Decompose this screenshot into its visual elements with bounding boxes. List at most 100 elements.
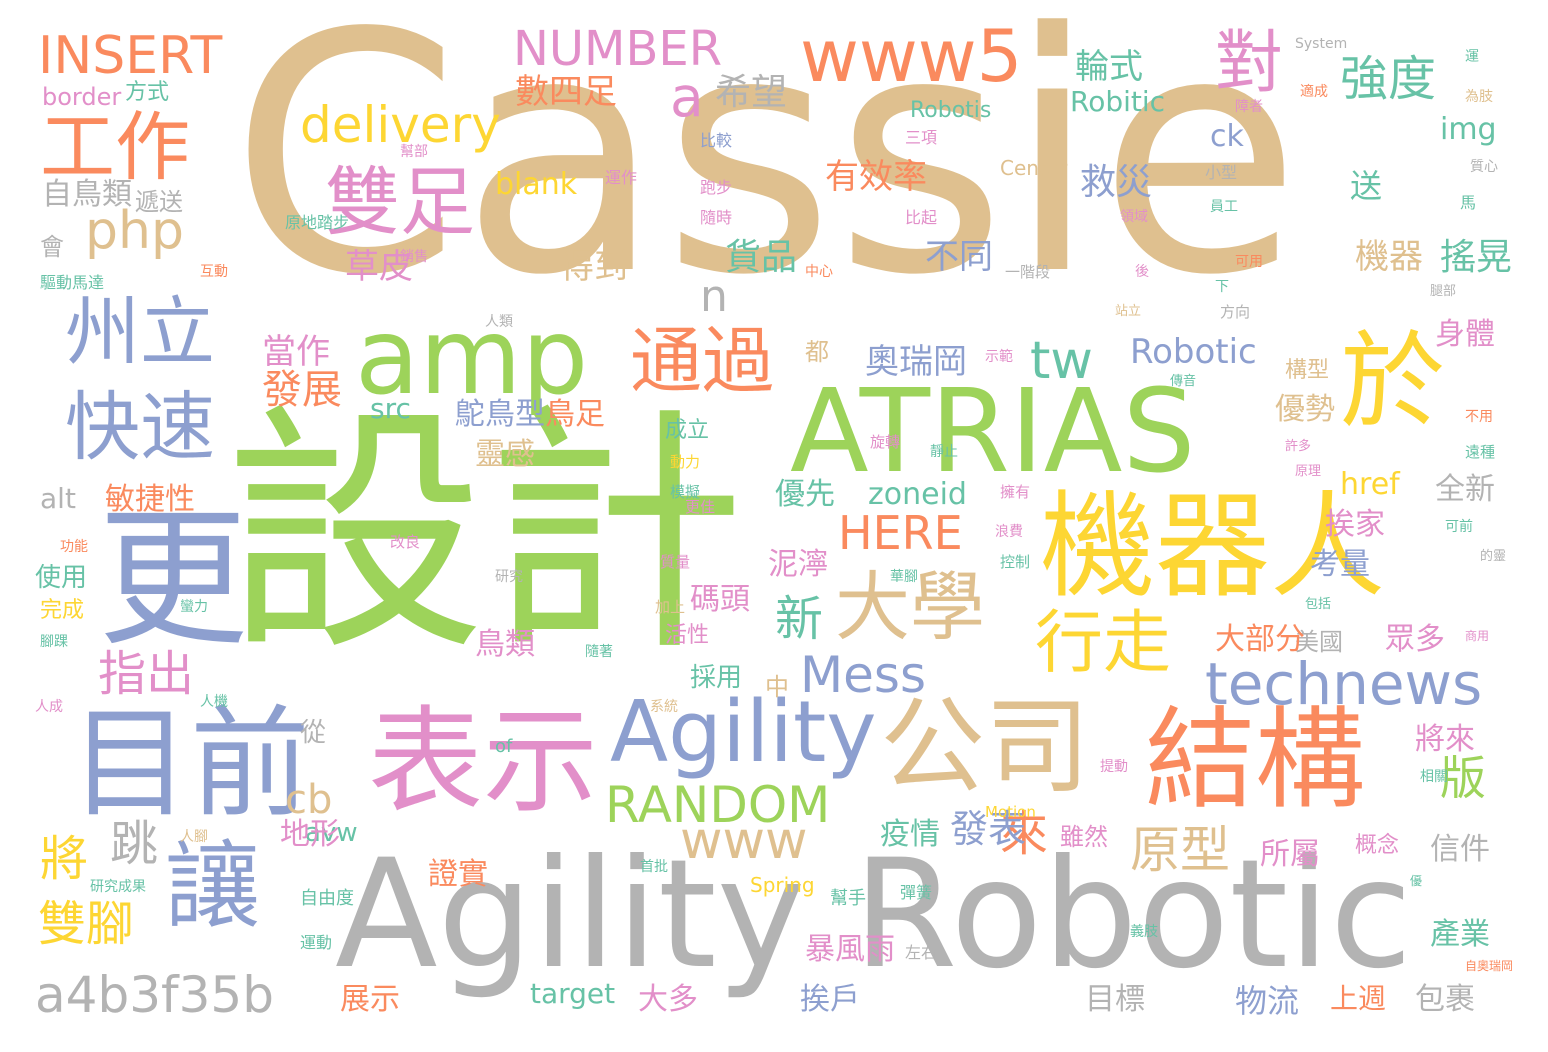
cloud-word: 蠻力 (180, 599, 208, 615)
cloud-word: 貨品 (725, 237, 798, 278)
cloud-word: 義肢 (1130, 924, 1158, 940)
cloud-word: 互動 (200, 264, 228, 280)
cloud-word: 考量 (1310, 547, 1370, 582)
cloud-word: 版 (1440, 751, 1486, 805)
cloud-word: 自奧瑞岡 (1465, 959, 1514, 973)
cloud-word: 奧瑞岡 (865, 342, 967, 382)
cloud-word: 馬 (1460, 193, 1477, 212)
cloud-word: 下 (1215, 279, 1229, 295)
cloud-word: NUMBER (513, 21, 723, 77)
cloud-word: 發展 (262, 367, 342, 413)
cloud-word: 希望 (715, 72, 788, 113)
cloud-word: 敏捷性 (105, 482, 195, 517)
cloud-word: 表示 (368, 695, 599, 829)
cloud-word: 輪式 (1075, 47, 1143, 87)
cloud-word: 提動 (1100, 759, 1128, 775)
cloud-word: ATRIAS (790, 365, 1196, 499)
cloud-word: 有效率 (825, 157, 927, 197)
cloud-word: 腿部 (1430, 284, 1457, 299)
cloud-word: 原地踏步 (285, 213, 350, 232)
cloud-word: 完成 (40, 598, 85, 623)
cloud-word: technews (1205, 650, 1483, 718)
cloud-word: 動力 (670, 453, 701, 471)
cloud-word: blank (495, 167, 578, 202)
cloud-word: 自鳥類 (42, 177, 132, 212)
cloud-word: 中 (765, 673, 789, 701)
cloud-word: 彈簧 (900, 883, 933, 902)
cloud-word: 華腳 (890, 569, 918, 585)
cloud-word: 中心 (805, 264, 833, 280)
cloud-word: 的靈 (1480, 549, 1507, 564)
cloud-word: Mess (800, 646, 927, 704)
cloud-word: 研究成果 (90, 879, 146, 895)
cloud-word: 公司 (880, 686, 1091, 808)
cloud-word: 成立 (665, 418, 710, 443)
cloud-word: 加上 (655, 598, 686, 616)
cloud-word: 不用 (1465, 409, 1493, 425)
cloud-word: www5 (800, 14, 1023, 98)
cloud-word: 搖晃 (1440, 237, 1513, 278)
cloud-word: 機器 (1355, 237, 1423, 277)
cloud-word: 救災 (1080, 162, 1153, 203)
cloud-word: 比起 (905, 208, 938, 227)
cloud-word: border (42, 83, 122, 111)
cloud-word: 靈感 (475, 437, 535, 472)
cloud-word: 控制 (1000, 553, 1031, 571)
cloud-word: 快速 (65, 383, 216, 471)
cloud-word: 可前 (1445, 519, 1473, 535)
cloud-word: 結構 (1145, 696, 1365, 824)
cloud-word: 更佳 (685, 498, 716, 516)
cloud-word: 靜止 (930, 444, 958, 460)
cloud-word: 概念 (1355, 833, 1400, 858)
cloud-word: 將 (40, 831, 89, 887)
cloud-word: 系統 (650, 699, 678, 715)
cloud-word: 地形 (280, 817, 340, 852)
cloud-word: 會 (40, 233, 64, 261)
cloud-word: 鳥類 (475, 627, 535, 662)
cloud-word: 草皮 (345, 247, 413, 287)
cloud-word: 行走 (1035, 604, 1172, 683)
cloud-word: 大學 (835, 563, 986, 651)
cloud-word: 州立 (65, 288, 216, 376)
cloud-word: 上週 (1330, 982, 1387, 1015)
cloud-word: src (370, 392, 411, 425)
cloud-word: 工作 (40, 103, 191, 191)
cloud-word: 首批 (640, 859, 668, 875)
cloud-word: 美國 (1295, 628, 1343, 656)
cloud-word: 使用 (35, 563, 88, 593)
cloud-word: 包裹 (1415, 982, 1475, 1017)
cloud-word: 活性 (665, 623, 710, 648)
cloud-word: 得到 (560, 247, 628, 287)
cloud-word: 跳 (110, 816, 159, 872)
cloud-word: tw (1030, 331, 1093, 391)
cloud-word: 全新 (1435, 472, 1495, 507)
cloud-word: Agility Robotic (335, 828, 1413, 1002)
cloud-word: ck (1210, 119, 1244, 154)
cloud-word: 新 (775, 591, 824, 647)
cloud-word: 比較 (700, 131, 733, 150)
cloud-word: 來 (1000, 806, 1049, 862)
cloud-word: 強度 (1340, 51, 1437, 107)
cloud-word: 鳥足 (545, 397, 605, 432)
cloud-word: Center (1000, 156, 1068, 180)
cloud-word: 示範 (985, 349, 1013, 365)
cloud-word: 展示 (340, 982, 400, 1017)
cloud-word: 隨著 (585, 644, 613, 660)
cloud-word: 許多 (1285, 439, 1312, 454)
cloud-word: 銷售 (400, 249, 428, 265)
cloud-word: www (680, 811, 808, 871)
cloud-word: 所屬 (1260, 837, 1320, 872)
cloud-word: 碼頭 (690, 582, 750, 617)
cloud-word: 鴕鳥型 (455, 397, 545, 432)
cloud-word: 指出 (98, 646, 195, 702)
cloud-word: 構型 (1285, 358, 1330, 383)
cloud-word: 人成 (35, 699, 63, 715)
cloud-word: 腳踝 (40, 634, 68, 650)
cloud-word: 站立 (1115, 304, 1142, 319)
cloud-word: 遠種 (1465, 443, 1496, 461)
cloud-word: INSERT (38, 26, 223, 86)
cloud-word: 將來 (1415, 722, 1475, 757)
cloud-word: 原理 (1295, 464, 1322, 479)
cloud-word: 優勢 (1275, 392, 1335, 427)
cloud-word: 雙足 (325, 158, 476, 246)
